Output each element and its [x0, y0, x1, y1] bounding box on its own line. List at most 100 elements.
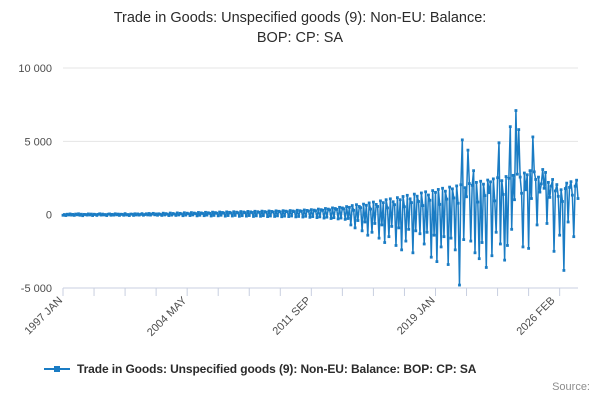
series-point-marker — [532, 170, 536, 174]
series-point-marker — [112, 213, 116, 217]
series-point-marker — [228, 210, 231, 214]
series-point-marker — [261, 214, 265, 218]
series-point-marker — [307, 209, 310, 213]
series-point-marker — [332, 216, 336, 219]
series-point-marker — [270, 210, 274, 213]
series-point-marker — [79, 212, 83, 216]
series-point-marker — [511, 173, 515, 177]
series-point-marker — [92, 212, 96, 216]
x-tick-label: 1997 JAN — [22, 295, 65, 338]
series-point-marker — [171, 212, 175, 215]
series-point-marker — [219, 213, 223, 217]
series-point-marker — [459, 183, 463, 187]
series-point-marker — [109, 213, 113, 217]
series-point-marker — [417, 200, 420, 203]
series-point-marker — [175, 211, 179, 215]
series-point-marker — [302, 208, 306, 212]
series-point-marker — [149, 213, 152, 217]
series-point-marker — [67, 213, 71, 217]
series-point-marker — [517, 128, 521, 131]
series-point-marker — [295, 208, 299, 212]
series-point-marker — [291, 209, 295, 213]
legend-series-label: Trade in Goods: Unspecified goods (9): N… — [77, 362, 477, 376]
series-point-marker — [376, 205, 380, 208]
series-point-marker — [242, 210, 245, 214]
series-point-marker — [438, 203, 442, 206]
series-point-marker — [115, 213, 119, 217]
series-point-marker — [328, 208, 332, 212]
series-point-marker — [273, 215, 277, 218]
series-point-marker — [237, 214, 241, 218]
series-point-marker — [322, 216, 326, 220]
series-point-marker — [315, 216, 319, 219]
series-point-marker — [269, 214, 272, 218]
series-point-marker — [281, 209, 285, 213]
series-point-marker — [445, 197, 449, 201]
series-point-marker — [127, 214, 131, 217]
series-point-marker — [70, 213, 73, 217]
series-point-marker — [156, 213, 159, 217]
series-point-marker — [119, 212, 123, 216]
series-point-marker — [294, 215, 298, 219]
series-point-marker — [197, 211, 200, 214]
series-point-marker — [61, 213, 65, 217]
series-point-marker — [397, 226, 401, 230]
series-point-marker — [549, 184, 553, 188]
series-point-marker — [451, 187, 454, 191]
x-tick-label: 2019 JAN — [395, 295, 438, 338]
series-point-marker — [386, 206, 389, 210]
series-point-marker — [531, 135, 535, 139]
x-axis-line — [62, 287, 578, 296]
series-point-marker — [559, 188, 563, 192]
series-point-marker — [75, 213, 79, 217]
series-point-marker — [188, 214, 192, 217]
series-point-marker — [537, 175, 540, 179]
series-point-marker — [379, 199, 382, 203]
series-point-marker — [163, 213, 166, 217]
series-point-marker — [357, 205, 361, 208]
series-point-marker — [346, 217, 350, 220]
series-point-marker — [194, 212, 198, 216]
series-point-marker — [280, 215, 284, 219]
series-point-marker — [427, 193, 430, 197]
series-point-marker — [396, 196, 399, 200]
series-point-marker — [177, 213, 181, 217]
series-point-marker — [91, 214, 95, 217]
series-point-marker — [143, 213, 147, 216]
series-point-marker — [274, 209, 278, 213]
series-point-marker — [339, 216, 343, 220]
series-point-marker — [81, 214, 85, 218]
series-point-marker — [439, 245, 443, 249]
series-point-marker — [259, 214, 262, 218]
series-point-marker — [400, 248, 404, 252]
series-point-marker — [506, 244, 509, 247]
series-point-marker — [562, 269, 566, 272]
series-point-marker — [496, 176, 499, 180]
x-tick-label: 2026 FEB — [514, 295, 557, 338]
series-point-marker — [343, 217, 347, 221]
series-point-marker — [552, 249, 556, 253]
series-point-marker — [134, 213, 138, 217]
series-point-marker — [184, 213, 188, 217]
y-tick-label: 0 — [46, 210, 52, 222]
series-point-marker — [208, 211, 212, 215]
chart-legend[interactable]: Trade in Goods: Unspecified goods (9): N… — [44, 362, 476, 376]
series-point-marker — [563, 187, 567, 190]
series-point-marker — [190, 211, 193, 215]
series-point-marker — [373, 222, 377, 225]
gridlines — [63, 67, 578, 289]
series-point-marker — [151, 211, 155, 215]
series-point-marker — [331, 206, 334, 210]
series-point-marker — [298, 209, 302, 213]
series-point-marker — [435, 260, 439, 263]
series-point-marker — [96, 212, 100, 216]
series-point-marker — [285, 210, 289, 214]
series-point-marker — [425, 230, 429, 234]
series-point-marker — [202, 214, 206, 218]
series-point-marker — [521, 245, 525, 249]
series-point-marker — [460, 138, 464, 142]
series-point-marker — [120, 212, 124, 216]
series-point-marker — [314, 209, 317, 213]
series-point-marker — [467, 182, 471, 185]
series-point-marker — [137, 213, 141, 217]
